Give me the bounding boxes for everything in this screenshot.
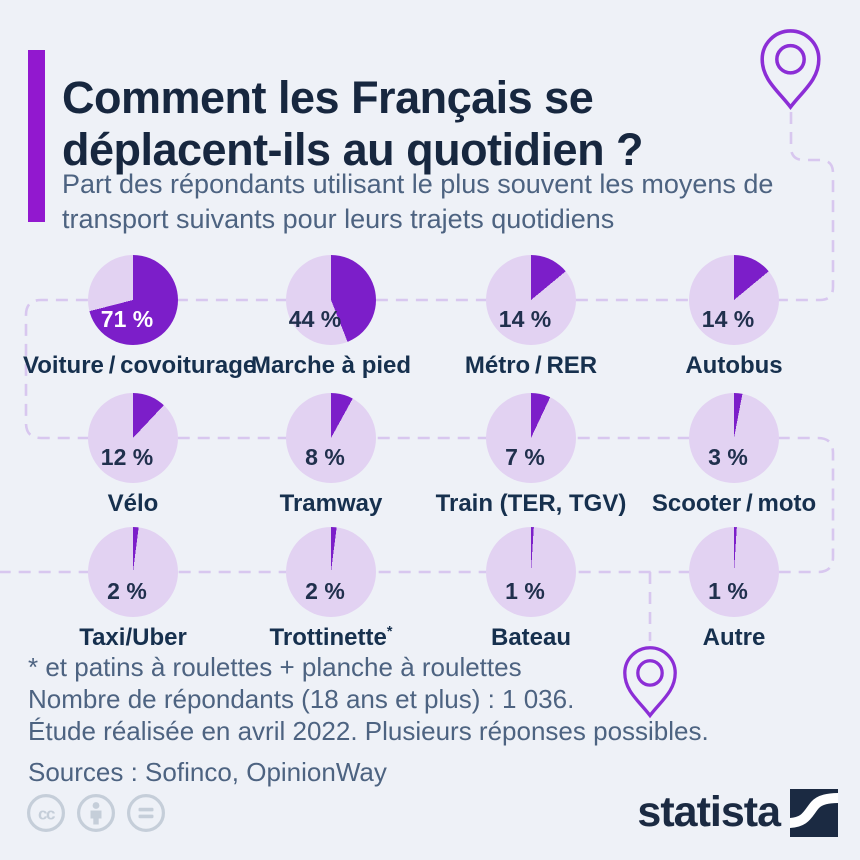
page-title: Comment les Français se déplacent-ils au…	[62, 72, 644, 176]
pie-category-label: Autobus	[685, 352, 783, 379]
pie-percent-label: 7 %	[505, 444, 545, 470]
pie-category-label: Métro / RER	[464, 352, 598, 379]
pie-percent-label: 44 %	[288, 306, 342, 332]
pie-category-label: Bateau	[490, 624, 572, 651]
pie-percent-label: 71 %	[100, 306, 154, 332]
pie-percent-label: 2 %	[107, 578, 147, 604]
pie-chart	[486, 527, 576, 617]
pie-percent-label: 14 %	[701, 306, 755, 332]
pie-category-label: Autre	[702, 624, 766, 651]
pie-category-label: Marche à pied	[250, 352, 412, 379]
title-accent-bar	[28, 50, 45, 222]
pie-category-label: Voiture / covoiturage	[23, 352, 257, 379]
sources-line: Sources : Sofinco, OpinionWay	[28, 756, 387, 787]
pie-percent-label: 1 %	[505, 578, 545, 604]
cc-icon[interactable]: cc	[26, 793, 66, 833]
map-pin-icon-top	[760, 29, 821, 111]
pie-percent-label: 2 %	[305, 578, 345, 604]
statista-logo-text: statista	[637, 788, 781, 836]
pie-category-label: Taxi/Uber	[79, 624, 187, 651]
svg-text:cc: cc	[38, 805, 55, 824]
page-subtitle: Part des répondants utilisant le plus so…	[62, 169, 774, 234]
footnote-marker: *	[386, 624, 393, 640]
pie-percent-label: 1 %	[708, 578, 748, 604]
pie-category-label: Trottinette*	[269, 624, 393, 651]
pie-chart	[689, 255, 779, 345]
pie-chart	[689, 393, 779, 483]
pie-chart	[286, 527, 376, 617]
pie-percent-label: 14 %	[498, 306, 552, 332]
pie-tile: 14 % Métro / RER	[421, 255, 641, 380]
pie-chart	[88, 527, 178, 617]
pie-tile: 1 % Bateau	[421, 527, 641, 652]
pie-category-label: Scooter / moto	[651, 490, 817, 517]
statista-logo-mark-icon	[790, 788, 838, 837]
pie-chart	[88, 255, 178, 345]
pie-tile: 1 % Autre	[624, 527, 844, 652]
pie-category-label: Train (TER, TGV)	[435, 490, 627, 517]
pie-chart	[486, 255, 576, 345]
pie-tile: 71 % Voiture / covoiturage	[23, 255, 257, 380]
pie-chart	[486, 393, 576, 483]
pie-tile: 44 % Marche à pied	[221, 255, 441, 380]
footnote-line: * et patins à roulettes + planche à roul…	[28, 652, 522, 682]
pie-tile: 8 % Tramway	[221, 393, 441, 518]
map-pin-icon-bottom	[623, 646, 677, 719]
pie-chart	[88, 393, 178, 483]
pie-tile: 14 % Autobus	[624, 255, 844, 380]
cc-nd-equals-icon[interactable]	[126, 793, 166, 833]
pie-tile: 12 % Vélo	[23, 393, 243, 518]
footnotes: * et patins à roulettes + planche à roul…	[28, 652, 709, 789]
footnote-line: Étude réalisée en avril 2022. Plusieurs …	[28, 715, 709, 746]
pie-tile: 2 % Taxi/Uber	[23, 527, 243, 652]
pie-category-label: Vélo	[107, 490, 159, 517]
pie-tile: 3 % Scooter / moto	[624, 393, 844, 518]
pie-percent-label: 12 %	[100, 444, 154, 470]
cc-by-person-icon[interactable]	[76, 793, 116, 833]
pie-percent-label: 3 %	[708, 444, 748, 470]
pie-chart	[286, 255, 376, 345]
pie-chart	[689, 527, 779, 617]
pie-tile: 7 % Train (TER, TGV)	[421, 393, 641, 518]
pie-tile: 2 % Trottinette*	[221, 527, 441, 652]
pie-category-label: Tramway	[279, 490, 383, 517]
license-icons: cc	[26, 793, 166, 833]
footnote-line: Nombre de répondants (18 ans et plus) : …	[28, 683, 575, 714]
pie-percent-label: 8 %	[305, 444, 345, 470]
statista-logo[interactable]: statista	[637, 788, 838, 837]
pie-chart	[286, 393, 376, 483]
